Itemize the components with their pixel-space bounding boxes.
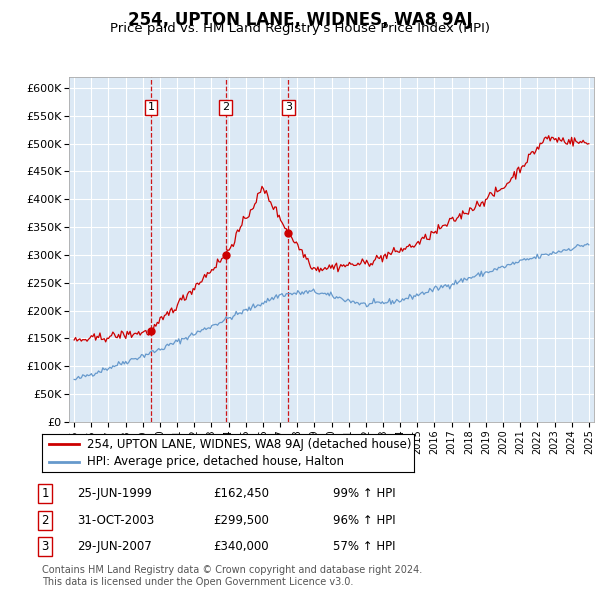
- Text: £299,500: £299,500: [213, 514, 269, 527]
- Text: 3: 3: [41, 540, 49, 553]
- Text: 1: 1: [41, 487, 49, 500]
- Text: 96% ↑ HPI: 96% ↑ HPI: [333, 514, 395, 527]
- Text: 254, UPTON LANE, WIDNES, WA8 9AJ (detached house): 254, UPTON LANE, WIDNES, WA8 9AJ (detach…: [86, 438, 411, 451]
- Text: 2: 2: [222, 102, 229, 112]
- Text: HPI: Average price, detached house, Halton: HPI: Average price, detached house, Halt…: [86, 455, 344, 468]
- Text: 99% ↑ HPI: 99% ↑ HPI: [333, 487, 395, 500]
- Text: 2: 2: [41, 514, 49, 527]
- Text: 29-JUN-2007: 29-JUN-2007: [77, 540, 152, 553]
- Text: £340,000: £340,000: [213, 540, 269, 553]
- Text: 1: 1: [148, 102, 155, 112]
- Text: Contains HM Land Registry data © Crown copyright and database right 2024.
This d: Contains HM Land Registry data © Crown c…: [42, 565, 422, 587]
- Text: 57% ↑ HPI: 57% ↑ HPI: [333, 540, 395, 553]
- Text: 254, UPTON LANE, WIDNES, WA8 9AJ: 254, UPTON LANE, WIDNES, WA8 9AJ: [128, 11, 472, 29]
- Text: Price paid vs. HM Land Registry's House Price Index (HPI): Price paid vs. HM Land Registry's House …: [110, 22, 490, 35]
- Text: 3: 3: [285, 102, 292, 112]
- Text: 25-JUN-1999: 25-JUN-1999: [77, 487, 152, 500]
- Text: 31-OCT-2003: 31-OCT-2003: [77, 514, 154, 527]
- Text: £162,450: £162,450: [213, 487, 269, 500]
